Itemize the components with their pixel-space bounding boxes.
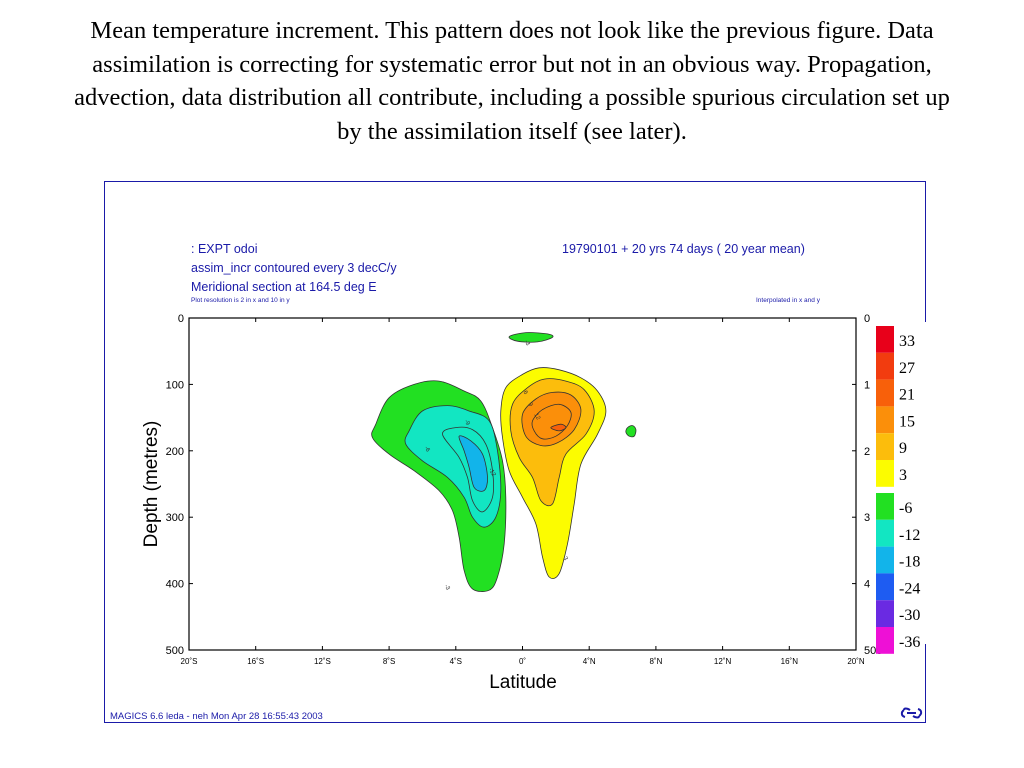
- x-tick-label: 8˚N: [649, 657, 662, 666]
- ecmwf-logo-icon: [900, 707, 923, 719]
- y-tick-label: 200: [166, 446, 184, 458]
- x-tick-label: 20˚N: [847, 657, 865, 666]
- positive-region-15: [550, 423, 567, 432]
- legend-positive-swatch: [876, 352, 894, 380]
- legend-negative-swatch: [876, 573, 894, 601]
- period-label: 19790101 + 20 yrs 74 days ( 20 year mean…: [562, 242, 805, 256]
- x-tick-label: 20˚S: [181, 657, 198, 666]
- legend-positive-label: 21: [899, 387, 915, 404]
- x-tick-label: 4˚N: [583, 657, 596, 666]
- contour-label: 12: [532, 412, 541, 421]
- legend-negative-swatch: [876, 627, 894, 654]
- legend-positive-label: 15: [899, 413, 915, 430]
- color-legend: 33 27 21 15 9 3 -6 -12 -18 -24 -30 -36: [870, 322, 930, 654]
- legend-negative-label: -36: [899, 634, 920, 651]
- interp-label: Interpolated in x and y: [756, 297, 821, 304]
- legend-positive-label: 9: [899, 440, 907, 457]
- x-tick-label: 0˚: [519, 657, 526, 666]
- legend-negative-swatch: [876, 519, 894, 547]
- small-negative-patch: [625, 425, 637, 438]
- x-tick-label: 12˚N: [714, 657, 732, 666]
- legend-positive-swatch: [876, 379, 894, 407]
- legend-negative-label: -24: [899, 580, 920, 597]
- y-tick-label: 0: [178, 313, 184, 325]
- legend-negative-swatch: [876, 600, 894, 627]
- y-tick-label: 100: [166, 379, 184, 391]
- y-tick-label-right: 0: [864, 313, 870, 325]
- footer-credit: MAGICS 6.6 leda - neh Mon Apr 28 16:55:4…: [110, 711, 323, 722]
- slide-caption: Mean temperature increment. This pattern…: [74, 17, 950, 145]
- section-label: Meridional section at 164.5 deg E: [191, 280, 377, 294]
- x-tick-label: 8˚S: [383, 657, 395, 666]
- contour-fills: -3 -6 -9 -12 3 6 9 12 -3: [371, 332, 637, 592]
- legend-positive-label: 3: [899, 467, 907, 484]
- contour-label: 9: [527, 402, 534, 408]
- legend-negative-swatch: [876, 546, 894, 574]
- contour-label: -3: [443, 584, 451, 592]
- x-axis-title: Latitude: [489, 672, 557, 693]
- y-tick-label: 500: [166, 645, 184, 657]
- x-tick-label: 16˚N: [781, 657, 799, 666]
- resolution-label: Plot resolution is 2 in x and 10 in y: [191, 297, 290, 304]
- contour-label: -9: [463, 419, 471, 427]
- legend-positive-label: 33: [899, 333, 915, 350]
- legend-positive-label: 27: [899, 360, 915, 377]
- legend-negative-label: -12: [899, 527, 920, 544]
- legend-negative-label: -6: [899, 500, 912, 517]
- experiment-label: : EXPT odoi: [191, 242, 257, 256]
- y-tick-label: 300: [166, 512, 184, 524]
- legend-negative-label: -18: [899, 554, 920, 571]
- legend-positive-swatch: [876, 433, 894, 460]
- contour-label: -6: [423, 445, 431, 453]
- contour-label: 6: [522, 390, 529, 396]
- contour-label: 3: [562, 556, 569, 562]
- y-tick-label: 400: [166, 579, 184, 591]
- field-label: assim_incr contoured every 3 decC/y: [191, 261, 397, 275]
- contour-label: -3: [523, 339, 531, 347]
- x-tick-label: 16˚S: [247, 657, 264, 666]
- x-tick-label: 12˚S: [314, 657, 331, 666]
- y-axis-title: Depth (metres): [141, 421, 162, 548]
- legend-negative-swatch: [876, 493, 894, 520]
- shallow-negative-patch: [508, 332, 554, 343]
- x-tick-label: 4˚S: [450, 657, 462, 666]
- contour-label: -12: [487, 467, 497, 478]
- legend-positive-swatch: [876, 326, 894, 353]
- legend-positive-swatch: [876, 460, 894, 487]
- legend-negative-label: -30: [899, 607, 920, 624]
- legend-positive-swatch: [876, 406, 894, 434]
- negative-region-12: [458, 435, 488, 492]
